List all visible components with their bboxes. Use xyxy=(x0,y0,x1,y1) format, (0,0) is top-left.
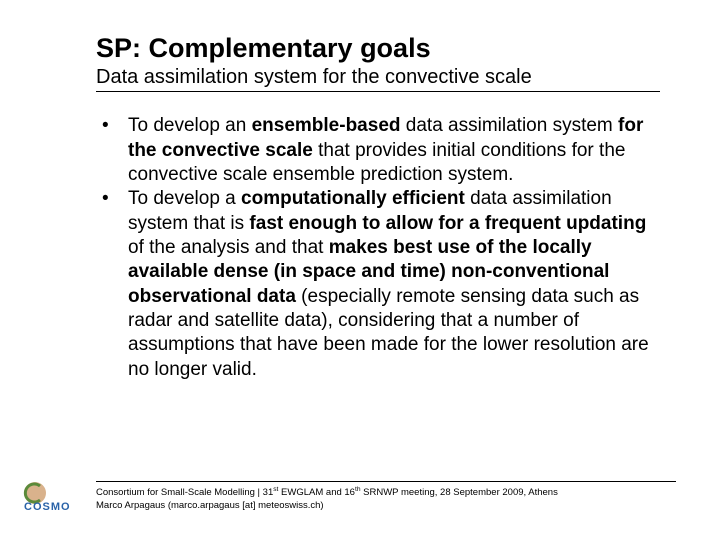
footer-line-2: Marco Arpagaus (marco.arpagaus [at] mete… xyxy=(96,500,676,512)
bullet-list: To develop an ensemble-based data assimi… xyxy=(96,114,660,381)
footer: Consortium for Small-Scale Modelling | 3… xyxy=(96,481,676,512)
bold-text: ensemble-based xyxy=(252,115,401,136)
plain-text: of the analysis and that xyxy=(128,237,329,258)
plain-text: To develop an xyxy=(128,115,252,136)
plain-text: To develop a xyxy=(128,188,241,209)
bullet-item: To develop a computationally efficient d… xyxy=(96,187,660,382)
footer-line-1: Consortium for Small-Scale Modelling | 3… xyxy=(96,486,676,500)
cosmo-logo: COSMO xyxy=(22,480,84,512)
footer-text: SRNWP meeting, 28 September 2009, Athens xyxy=(361,487,558,498)
body-text: To develop an ensemble-based data assimi… xyxy=(96,114,660,381)
bold-text: fast enough to allow for a frequent upda… xyxy=(249,213,646,234)
footer-text: Consortium for Small-Scale Modelling | 3… xyxy=(96,487,273,498)
bullet-item: To develop an ensemble-based data assimi… xyxy=(96,114,660,187)
slide-title: SP: Complementary goals xyxy=(96,32,660,64)
logo-text: COSMO xyxy=(24,501,71,512)
plain-text: data assimilation system xyxy=(401,115,619,136)
footer-text: EWGLAM and 16 xyxy=(278,487,355,498)
bold-text: computationally efficient xyxy=(241,188,465,209)
slide-subtitle: Data assimilation system for the convect… xyxy=(96,66,660,92)
slide: SP: Complementary goals Data assimilatio… xyxy=(0,0,720,540)
